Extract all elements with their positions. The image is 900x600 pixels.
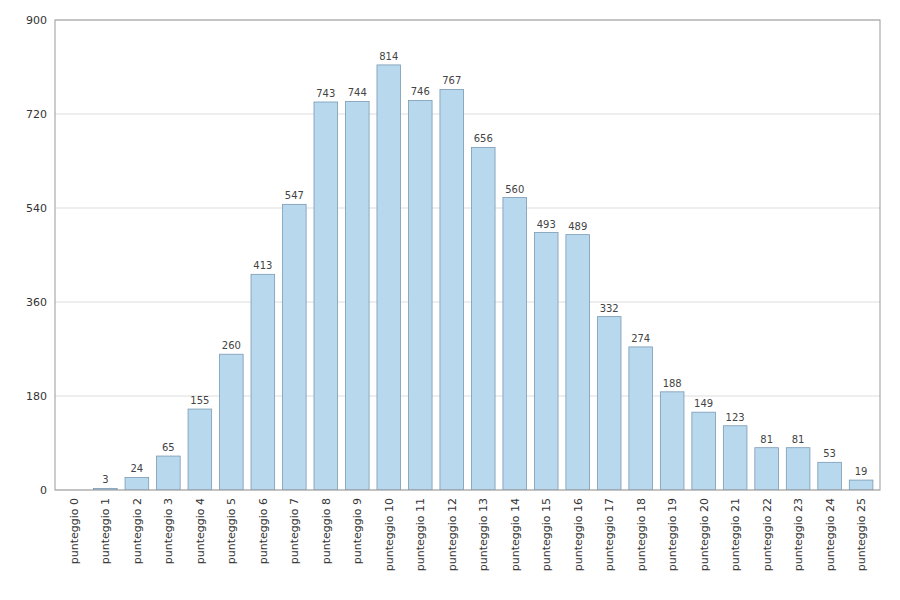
bar [440, 89, 464, 490]
grid-line [55, 396, 880, 397]
chart-container: 0 180 360 540 720 900 3 24 65 155 260 413 547 743 744 8… [0, 0, 900, 600]
bar [125, 477, 149, 490]
y-axis: 0 180 360 540 720 900 [26, 14, 47, 497]
x-tick-label: punteggio 4 [194, 498, 207, 564]
x-tick-label: punteggio 24 [824, 498, 837, 571]
x-tick-label: punteggio 19 [666, 498, 679, 571]
data-label: 149 [694, 398, 713, 409]
data-label: 155 [190, 395, 209, 406]
bar [786, 448, 810, 490]
data-label: 767 [442, 75, 461, 86]
data-label: 560 [505, 184, 524, 195]
x-tick-label: punteggio 10 [383, 498, 396, 571]
data-label: 65 [162, 442, 175, 453]
data-label: 81 [760, 434, 773, 445]
x-tick-label: punteggio 13 [477, 498, 490, 571]
x-tick-label: punteggio 0 [68, 498, 81, 564]
data-label: 260 [222, 340, 241, 351]
x-tick-label: punteggio 9 [351, 498, 364, 564]
plot-frame [55, 20, 880, 490]
x-tick-label: punteggio 5 [225, 498, 238, 564]
bar [283, 204, 307, 490]
bar [597, 317, 621, 490]
data-label: 744 [348, 87, 367, 98]
x-tick-label: punteggio 6 [257, 498, 270, 564]
bar [849, 480, 873, 490]
data-label: 547 [285, 190, 304, 201]
bar [566, 235, 590, 490]
x-tick-label: punteggio 11 [414, 498, 427, 571]
x-tick-label: punteggio 16 [572, 498, 585, 571]
x-tick-label: punteggio 22 [761, 498, 774, 571]
chart: 0 180 360 540 720 900 3 24 65 155 260 413 547 743 744 8… [0, 0, 900, 600]
data-labels: 3 24 65 155 260 413 547 743 744 814 746 767 656 560 49… [102, 51, 867, 486]
bar [534, 233, 558, 490]
data-label: 81 [792, 434, 805, 445]
bar [503, 198, 527, 490]
bar [314, 102, 338, 490]
bars [94, 65, 873, 490]
data-label: 274 [631, 333, 650, 344]
x-tick-label: punteggio 23 [792, 498, 805, 571]
bar [377, 65, 401, 490]
x-tick-label: punteggio 1 [99, 498, 112, 564]
x-axis: punteggio 0 punteggio 1 punteggio 2 puntegg… [68, 498, 868, 571]
bar [818, 462, 842, 490]
bar [157, 456, 181, 490]
data-label: 493 [537, 219, 556, 230]
data-label: 188 [663, 378, 682, 389]
bar [629, 347, 653, 490]
data-label: 814 [379, 51, 398, 62]
grid-line [55, 208, 880, 209]
x-tick-label: punteggio 15 [540, 498, 553, 571]
x-tick-label: punteggio 25 [855, 498, 868, 571]
x-tick-label: punteggio 3 [162, 498, 175, 564]
y-tick-label: 540 [26, 202, 47, 215]
data-label: 53 [823, 448, 836, 459]
x-tick-label: punteggio 12 [446, 498, 459, 571]
x-tick-label: punteggio 8 [320, 498, 333, 564]
bar [220, 354, 244, 490]
y-tick-label: 180 [26, 390, 47, 403]
x-tick-label: punteggio 20 [698, 498, 711, 571]
data-label: 489 [568, 221, 587, 232]
data-label: 656 [474, 133, 493, 144]
y-tick-label: 360 [26, 296, 47, 309]
bar [188, 409, 212, 490]
x-tick-label: punteggio 14 [509, 498, 522, 571]
data-label: 19 [855, 466, 868, 477]
data-label: 24 [131, 463, 144, 474]
y-tick-label: 720 [26, 108, 47, 121]
data-label: 413 [253, 260, 272, 271]
bar [692, 412, 716, 490]
bar [723, 426, 747, 490]
data-label: 332 [600, 303, 619, 314]
x-tick-label: punteggio 17 [603, 498, 616, 571]
grid-line [55, 302, 880, 303]
bar [471, 147, 495, 490]
data-label: 3 [102, 474, 108, 485]
grid [55, 20, 880, 490]
x-tick-label: punteggio 7 [288, 498, 301, 564]
bar [755, 448, 779, 490]
data-label: 743 [316, 88, 335, 99]
data-label: 746 [411, 86, 430, 97]
x-tick-label: punteggio 18 [635, 498, 648, 571]
bar [345, 101, 369, 490]
bar [660, 392, 684, 490]
data-label: 123 [726, 412, 745, 423]
y-tick-label: 900 [26, 14, 47, 27]
y-tick-label: 0 [40, 484, 47, 497]
grid-line [55, 114, 880, 115]
x-tick-label: punteggio 2 [131, 498, 144, 564]
x-tick-label: punteggio 21 [729, 498, 742, 571]
bar [251, 274, 275, 490]
bar [408, 100, 432, 490]
